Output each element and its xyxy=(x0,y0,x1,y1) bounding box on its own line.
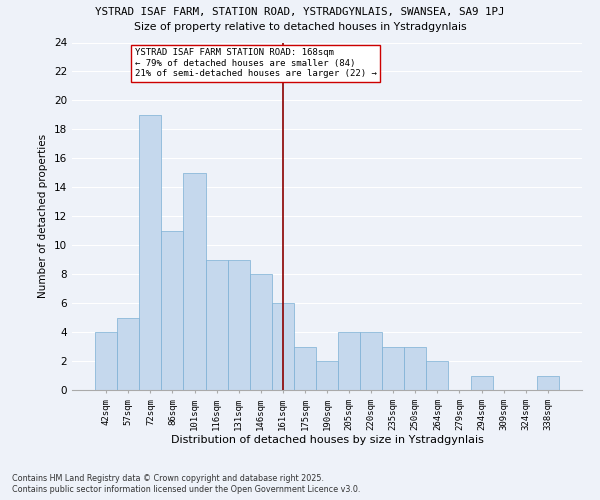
Bar xyxy=(184,173,206,390)
Bar xyxy=(360,332,382,390)
Text: YSTRAD ISAF FARM STATION ROAD: 168sqm
← 79% of detached houses are smaller (84)
: YSTRAD ISAF FARM STATION ROAD: 168sqm ← … xyxy=(135,48,377,78)
Text: Contains HM Land Registry data © Crown copyright and database right 2025.
Contai: Contains HM Land Registry data © Crown c… xyxy=(12,474,361,494)
Bar xyxy=(427,361,448,390)
Bar xyxy=(382,346,404,390)
Bar xyxy=(206,260,227,390)
Bar xyxy=(250,274,272,390)
Bar xyxy=(470,376,493,390)
Bar xyxy=(95,332,117,390)
Bar xyxy=(294,346,316,390)
Text: Size of property relative to detached houses in Ystradgynlais: Size of property relative to detached ho… xyxy=(134,22,466,32)
Bar xyxy=(227,260,250,390)
Bar xyxy=(161,230,184,390)
Bar xyxy=(316,361,338,390)
Bar xyxy=(404,346,427,390)
Bar xyxy=(139,115,161,390)
Bar xyxy=(338,332,360,390)
Bar xyxy=(537,376,559,390)
Bar xyxy=(272,303,294,390)
Bar xyxy=(117,318,139,390)
Y-axis label: Number of detached properties: Number of detached properties xyxy=(38,134,49,298)
Text: YSTRAD ISAF FARM, STATION ROAD, YSTRADGYNLAIS, SWANSEA, SA9 1PJ: YSTRAD ISAF FARM, STATION ROAD, YSTRADGY… xyxy=(95,8,505,18)
X-axis label: Distribution of detached houses by size in Ystradgynlais: Distribution of detached houses by size … xyxy=(170,436,484,446)
